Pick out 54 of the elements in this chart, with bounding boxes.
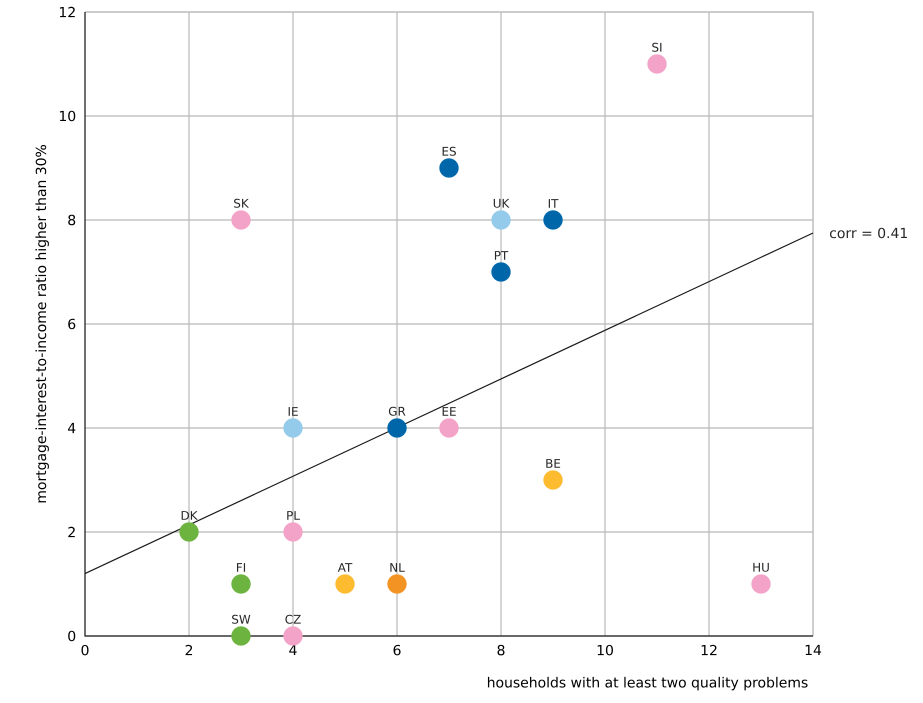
y-tick-label: 10	[60, 110, 76, 122]
y-tick-label: 8	[68, 214, 76, 226]
annotation: IE	[288, 407, 298, 416]
point	[751, 574, 771, 594]
point	[231, 210, 251, 230]
point	[647, 54, 667, 74]
point	[231, 626, 251, 646]
x-tick-label: 14	[806, 644, 822, 655]
point	[543, 470, 563, 490]
annotation: FI	[236, 563, 246, 572]
point	[439, 158, 459, 178]
x-tick-label: 2	[186, 644, 192, 656]
y-tick-label: 12	[60, 6, 75, 18]
annotation: UK	[494, 198, 510, 208]
point	[491, 210, 511, 230]
x-tick-label: 6	[394, 644, 401, 656]
point	[491, 262, 511, 282]
annotation: PT	[494, 251, 508, 260]
x-tick-label: 10	[598, 644, 613, 656]
y-tick-label: 2	[68, 526, 75, 538]
point	[543, 210, 563, 230]
point	[179, 522, 199, 542]
annotation: corr = 0.41	[830, 228, 907, 238]
point	[335, 574, 355, 594]
annotation: AT	[338, 563, 352, 572]
annotation: BE	[546, 459, 560, 468]
y-tick-label: 6	[68, 318, 76, 330]
annotation: DK	[182, 511, 198, 520]
x-tick-label: 4	[289, 644, 297, 655]
y-tick-label: 0	[68, 630, 76, 642]
annotation: SK	[234, 198, 249, 208]
point	[387, 418, 407, 438]
annotation: EE	[442, 407, 456, 416]
annotation: CZ	[285, 614, 301, 624]
annotation: ES	[442, 146, 456, 156]
x-axis-title: households with at least two quality problems	[488, 676, 808, 690]
point	[439, 418, 459, 438]
annotation: HU	[753, 562, 769, 572]
annotation: IT	[548, 199, 558, 208]
annotation: SW	[232, 614, 250, 624]
x-tick-label: 8	[498, 644, 504, 656]
point	[387, 574, 407, 594]
annotation: SI	[652, 42, 662, 52]
x-tick-label: 12	[702, 644, 716, 656]
x-tick-label: 0	[81, 644, 89, 656]
point	[283, 418, 303, 438]
annotation: PL	[287, 511, 300, 520]
point	[283, 522, 303, 542]
annotation: GR	[388, 406, 406, 416]
annotation: NL	[390, 563, 405, 572]
y-tick-label: 4	[68, 422, 76, 434]
point	[283, 626, 303, 646]
point	[231, 574, 251, 594]
y-axis-title: mortgage-interest-to-income ratio higher than 30%	[35, 145, 49, 502]
